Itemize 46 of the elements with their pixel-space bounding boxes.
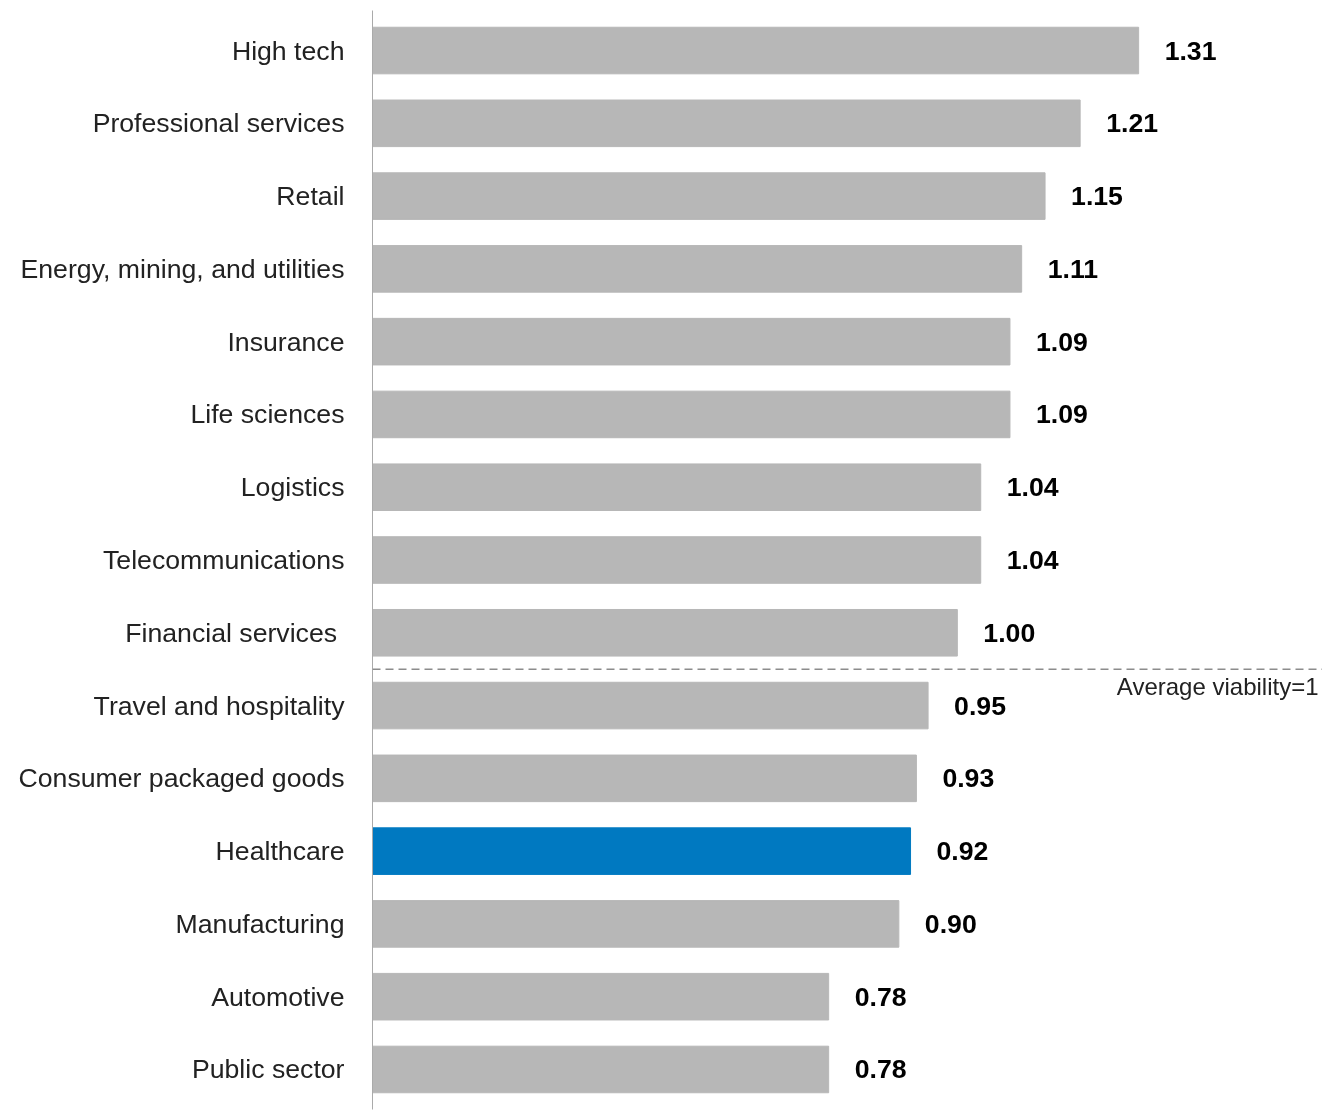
y-tick-label: Retail	[276, 181, 345, 212]
y-tick-label: Energy, mining, and utilities	[20, 253, 345, 284]
data-label: 1.00	[983, 617, 1036, 648]
data-label: 1.11	[1047, 253, 1099, 284]
bar	[372, 463, 982, 512]
annotation: Average viability=1	[1116, 673, 1319, 701]
data-label: 0.78	[854, 981, 907, 1012]
data-label: 1.09	[1035, 326, 1088, 357]
y-tick-label: Logistics	[240, 472, 345, 503]
y-tick-label: Manufacturing	[175, 908, 345, 939]
y-tick-label: Insurance	[227, 326, 345, 357]
data-label: 1.04	[1006, 545, 1059, 575]
data-label: 1.04	[1006, 472, 1059, 503]
bar	[372, 172, 1046, 220]
bar	[372, 99, 1081, 148]
bar	[372, 608, 958, 657]
y-tick-label: Travel and hospitality	[93, 690, 346, 721]
bar	[372, 245, 1023, 293]
bar	[372, 390, 1011, 439]
data-label: 0.93	[942, 763, 995, 794]
y-tick-label: Financial services	[125, 617, 338, 648]
data-label: 1.09	[1035, 399, 1088, 430]
data-label: 0.92	[936, 836, 989, 867]
data-label: 1.31	[1164, 35, 1217, 66]
y-tick-label: Healthcare	[215, 836, 345, 867]
y-tick-label: High tech	[231, 35, 345, 66]
bar	[372, 900, 900, 948]
y-tick-label: Automotive	[211, 981, 345, 1012]
bar	[372, 26, 1140, 75]
bar	[372, 1045, 830, 1094]
data-label: 0.90	[924, 908, 977, 939]
bar	[372, 754, 917, 803]
bar	[372, 972, 830, 1021]
y-tick-label: Professional services	[92, 108, 345, 139]
data-label: 0.78	[854, 1054, 907, 1085]
data-label: 1.15	[1071, 181, 1124, 212]
bar	[372, 317, 1011, 366]
data-label: 1.21	[1106, 108, 1159, 139]
data-label: 0.95	[954, 690, 1007, 721]
bar	[372, 536, 982, 584]
y-tick-label: Life sciences	[190, 399, 345, 430]
bar	[372, 681, 929, 730]
bar	[372, 827, 912, 875]
y-tick-label: Telecommunications	[103, 545, 345, 575]
y-tick-label: Public sector	[191, 1054, 345, 1085]
y-tick-label: Consumer packaged goods	[18, 763, 345, 794]
